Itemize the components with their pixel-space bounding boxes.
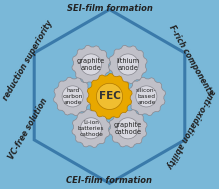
Polygon shape	[109, 45, 147, 84]
Polygon shape	[72, 109, 110, 147]
Text: SEI-film formation: SEI-film formation	[67, 4, 152, 13]
Text: VC-free solution: VC-free solution	[7, 96, 49, 161]
Text: FEC: FEC	[99, 91, 120, 101]
Circle shape	[62, 86, 83, 107]
Text: lithium
anode: lithium anode	[116, 58, 140, 71]
Circle shape	[96, 83, 123, 109]
Text: Li-ion
batteries
cathode: Li-ion batteries cathode	[78, 120, 104, 137]
Circle shape	[117, 118, 138, 139]
Polygon shape	[127, 77, 166, 115]
Circle shape	[81, 118, 102, 139]
Text: silicon-
based
anode: silicon- based anode	[136, 88, 157, 105]
Text: graphite
cathode: graphite cathode	[114, 122, 142, 135]
Polygon shape	[34, 9, 185, 183]
Text: graphite
anode: graphite anode	[77, 58, 105, 71]
Text: reduction superiority: reduction superiority	[2, 19, 55, 102]
Polygon shape	[72, 45, 110, 84]
Circle shape	[136, 86, 157, 107]
Circle shape	[81, 54, 102, 75]
Circle shape	[117, 54, 138, 75]
Polygon shape	[109, 109, 147, 147]
Text: CEI-film formation: CEI-film formation	[67, 176, 152, 185]
Text: anti-oxidation ability: anti-oxidation ability	[164, 87, 217, 170]
Text: F-rich components: F-rich components	[167, 24, 215, 97]
Polygon shape	[53, 77, 92, 115]
Polygon shape	[87, 74, 132, 119]
Text: hard
carbon
anode: hard carbon anode	[62, 88, 83, 105]
